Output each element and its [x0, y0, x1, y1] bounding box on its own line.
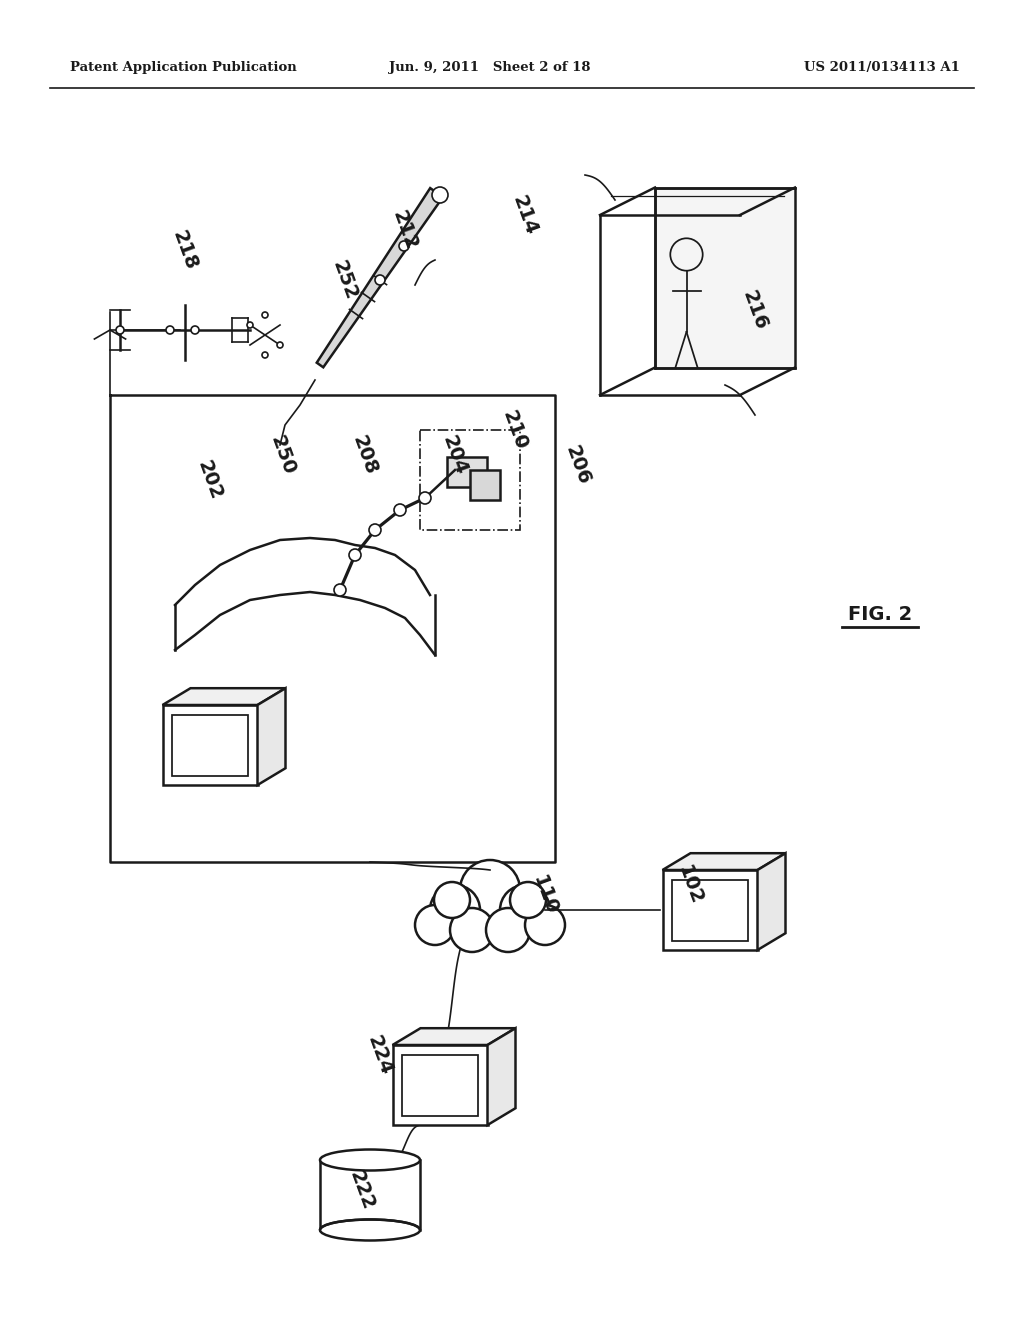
Circle shape — [375, 275, 385, 285]
Circle shape — [369, 524, 381, 536]
Circle shape — [430, 884, 480, 935]
Text: 204: 204 — [439, 433, 471, 478]
Ellipse shape — [319, 1220, 420, 1241]
Circle shape — [432, 187, 449, 203]
Polygon shape — [316, 187, 443, 367]
Circle shape — [262, 312, 268, 318]
Circle shape — [450, 908, 494, 952]
Text: 218: 218 — [169, 227, 201, 272]
Circle shape — [434, 882, 470, 917]
Circle shape — [349, 549, 361, 561]
Circle shape — [247, 322, 253, 327]
Circle shape — [166, 326, 174, 334]
Text: 250: 250 — [267, 433, 299, 478]
Polygon shape — [758, 853, 785, 950]
Circle shape — [460, 861, 520, 920]
Circle shape — [419, 492, 431, 504]
Ellipse shape — [319, 1150, 420, 1171]
Circle shape — [510, 882, 546, 917]
Polygon shape — [487, 1028, 515, 1125]
Circle shape — [486, 908, 530, 952]
Circle shape — [399, 242, 409, 251]
Polygon shape — [163, 705, 257, 785]
Text: 252: 252 — [329, 257, 360, 302]
Polygon shape — [392, 1028, 515, 1045]
Circle shape — [334, 583, 346, 597]
Polygon shape — [663, 853, 785, 870]
Circle shape — [525, 906, 565, 945]
Text: 222: 222 — [346, 1168, 378, 1213]
Text: 102: 102 — [674, 863, 706, 907]
Polygon shape — [392, 1045, 487, 1125]
Circle shape — [262, 352, 268, 358]
Polygon shape — [163, 688, 286, 705]
Text: FIG. 2: FIG. 2 — [848, 606, 912, 624]
Text: 202: 202 — [195, 458, 226, 503]
Text: 206: 206 — [562, 442, 594, 487]
Polygon shape — [655, 187, 795, 367]
Text: US 2011/0134113 A1: US 2011/0134113 A1 — [804, 62, 961, 74]
Text: 224: 224 — [365, 1032, 396, 1077]
Polygon shape — [257, 688, 286, 785]
Text: Patent Application Publication: Patent Application Publication — [70, 62, 297, 74]
Text: 216: 216 — [739, 288, 771, 333]
Circle shape — [394, 504, 406, 516]
Text: 110: 110 — [529, 873, 561, 917]
Circle shape — [278, 342, 283, 348]
Polygon shape — [663, 870, 758, 950]
Circle shape — [500, 884, 550, 935]
Text: 214: 214 — [509, 193, 541, 238]
Circle shape — [191, 326, 199, 334]
Text: 208: 208 — [349, 433, 381, 478]
Text: 210: 210 — [499, 408, 530, 453]
Text: 212: 212 — [389, 207, 421, 252]
Polygon shape — [447, 457, 487, 487]
Text: Jun. 9, 2011   Sheet 2 of 18: Jun. 9, 2011 Sheet 2 of 18 — [389, 62, 591, 74]
Circle shape — [116, 326, 124, 334]
Circle shape — [415, 906, 455, 945]
Polygon shape — [470, 470, 500, 500]
